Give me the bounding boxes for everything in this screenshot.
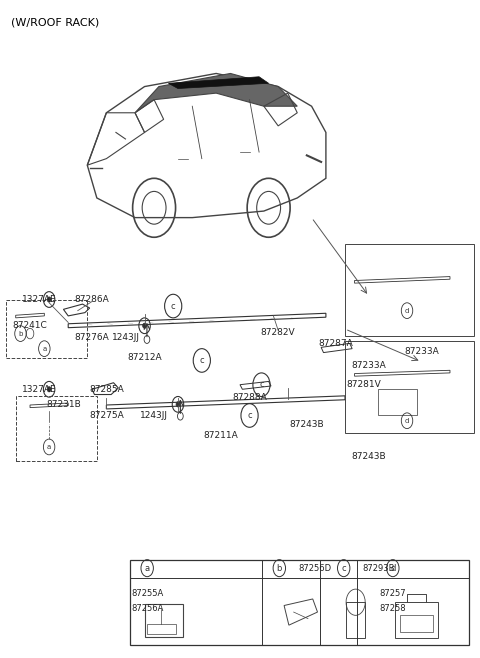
Polygon shape <box>168 77 269 89</box>
Text: d: d <box>390 564 396 572</box>
Text: (W/ROOF RACK): (W/ROOF RACK) <box>11 18 99 28</box>
Text: 87287A: 87287A <box>318 339 353 348</box>
Text: d: d <box>405 418 409 424</box>
Bar <box>16 396 97 461</box>
Text: d: d <box>405 308 409 314</box>
Text: 87233A: 87233A <box>351 361 386 370</box>
Text: 1243JJ: 1243JJ <box>111 333 140 342</box>
Text: b: b <box>18 330 23 337</box>
Text: 87288A: 87288A <box>232 393 267 402</box>
Text: 87258: 87258 <box>380 603 406 613</box>
Text: b: b <box>276 564 282 572</box>
Bar <box>6 299 87 359</box>
Text: 87233A: 87233A <box>404 347 439 357</box>
Circle shape <box>47 387 51 392</box>
Bar <box>400 615 433 632</box>
Text: 87256A: 87256A <box>131 603 163 613</box>
Text: c: c <box>259 380 264 389</box>
Text: 87243B: 87243B <box>289 420 324 428</box>
Bar <box>378 390 417 415</box>
Bar <box>130 560 469 645</box>
Circle shape <box>47 297 51 302</box>
Text: 87231B: 87231B <box>46 400 81 409</box>
Text: 87293B: 87293B <box>363 564 396 572</box>
Text: 1327AE: 1327AE <box>22 385 57 393</box>
Text: 1243JJ: 1243JJ <box>140 411 168 420</box>
Text: 87286A: 87286A <box>75 295 109 304</box>
Polygon shape <box>135 74 297 113</box>
Bar <box>395 602 438 638</box>
Bar <box>147 624 176 634</box>
Text: 87285A: 87285A <box>89 385 124 393</box>
Text: c: c <box>200 356 204 365</box>
Text: c: c <box>341 564 346 572</box>
Text: 87212A: 87212A <box>127 353 162 362</box>
Bar <box>346 602 365 638</box>
Bar <box>345 244 474 336</box>
Text: 87276A: 87276A <box>75 333 109 342</box>
Text: a: a <box>144 564 150 572</box>
Bar <box>345 341 474 432</box>
Circle shape <box>143 323 146 328</box>
Text: 87281V: 87281V <box>347 380 382 389</box>
Text: a: a <box>42 345 47 351</box>
Text: 87241C: 87241C <box>12 321 48 330</box>
Text: 87257: 87257 <box>380 589 406 598</box>
Text: 87211A: 87211A <box>204 430 238 440</box>
Text: 87282V: 87282V <box>261 328 296 337</box>
Text: 87255A: 87255A <box>131 589 163 598</box>
Text: 87256D: 87256D <box>299 564 332 572</box>
Text: 87243B: 87243B <box>351 452 386 461</box>
Text: 87275A: 87275A <box>89 411 124 420</box>
Circle shape <box>176 402 180 407</box>
Text: c: c <box>247 411 252 420</box>
Text: a: a <box>47 444 51 450</box>
Text: c: c <box>171 301 176 311</box>
Text: 1327AE: 1327AE <box>22 295 57 304</box>
Bar <box>144 604 183 637</box>
